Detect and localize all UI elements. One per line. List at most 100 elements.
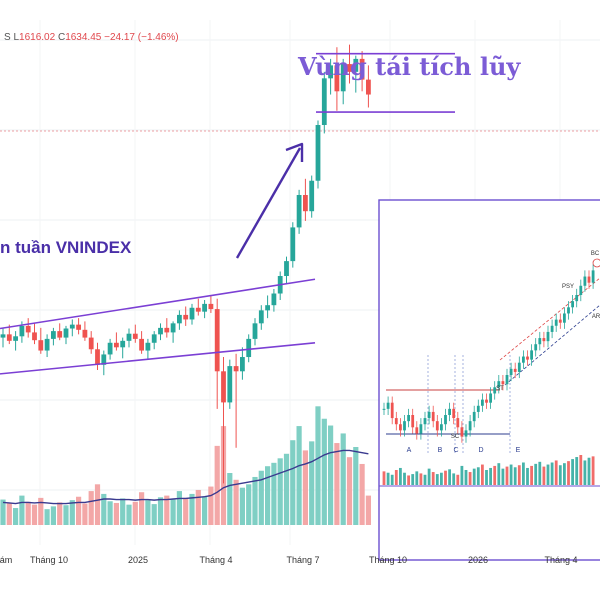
candle-body [139,338,144,351]
inset-volume-bar [444,470,447,485]
inset-candle-body [579,285,583,295]
candle-body [183,314,189,320]
inset-candle-body [554,319,558,326]
volume-bar [202,496,208,525]
candle-body [32,332,37,341]
candle-body [221,371,226,403]
volume-bar [183,497,189,525]
volume-bar [82,503,88,525]
candle-body [353,58,359,72]
phase-label-d: D [478,447,483,454]
ohlc-prefix: S [4,32,11,43]
inset-volume-bar [534,463,538,485]
inset-volume-bar [513,467,517,485]
inset-candle-body [567,307,570,314]
candle-body [25,325,31,333]
x-axis: ám Tháng 10 2025 Tháng 4 Tháng 7 Tháng 10 2026… [0,555,578,565]
reaccumulation-box [316,52,455,113]
volume-bar [346,457,353,525]
volume-bar [365,495,371,525]
volume-bar [31,504,38,525]
volume-bar [252,476,258,525]
candle-body [284,261,289,277]
volume-bar [309,441,315,525]
chart-subtitle: n tuần VNINDEX [0,238,132,257]
candle-body [177,314,182,324]
volume-bar [57,502,63,525]
accumulation-channel [0,278,316,375]
inset-candle-body [456,418,460,428]
event-label-sc: SC [451,434,460,440]
inset-volume-bar [587,457,591,485]
inset-volume-bar [579,455,583,485]
candle-body [132,333,138,339]
volume-bar [132,501,138,525]
inset-candle-body [452,408,456,419]
volume-bar [290,440,296,525]
inset-candle-body [431,411,435,422]
inset-volume-bar [505,466,509,485]
volume-bar [151,504,157,525]
inset-candle-body [386,402,390,409]
change-pct: (−1.46%) [137,32,179,43]
arrow-head [285,142,304,162]
inset-candle-body [501,381,505,385]
candle-body [271,293,277,306]
candle-body [340,64,346,92]
low-label: L [13,32,20,43]
volume-bar [69,500,75,525]
ohlc-readout: S L1616.02 C1634.45 −24.17 (−1.46%) [4,32,179,43]
inset-volume-bar [591,456,595,485]
inset-volume-bar [382,471,386,485]
candle-body [145,342,151,351]
inset-candle-body [440,424,443,431]
candle-body [290,227,296,262]
inset-candle-body [407,415,410,422]
candlesticks [0,44,371,484]
close-value: 1634.45 [65,32,102,43]
inset-candle-body [427,411,431,419]
inset-candle-body [538,338,542,345]
inset-volume-bar [546,464,550,485]
volume-bar [44,509,50,525]
candle-body [189,307,195,320]
volume-bar [63,505,69,525]
inset-candle-body [526,356,529,360]
volume-bars [0,406,371,525]
volume-bar [6,503,12,525]
inset-volume-bar [460,465,464,485]
inset-volume-bar [522,462,525,485]
inset-candle-body [460,427,464,437]
inset-candle-body [493,387,497,394]
inset-candle-body [591,270,595,283]
inset-volume-bar [423,474,427,485]
candle-body [334,65,340,92]
candle-body [233,366,239,372]
inset-volume-bar [563,463,566,485]
x-tick-label: 2025 [128,555,148,565]
volume-bar [321,418,327,525]
inset-volume-bar [571,459,574,485]
inset-volume-bar [567,461,570,485]
inset-volume-bar [468,472,472,485]
candle-body [164,327,170,333]
inset-candle-body [468,421,472,431]
volume-bar [170,499,176,525]
candle-body [151,334,157,343]
volume-bar [277,458,283,525]
inset-candle-body [448,408,451,415]
x-tick-label: Tháng 7 [286,555,319,565]
volume-bar [164,495,170,525]
candle-body [202,303,207,312]
inset-volume-bar [427,468,431,485]
candle-body [0,334,6,338]
candle-body [315,125,321,181]
bc-marker [592,258,600,268]
inset-volume-bar [481,464,484,485]
inset-candle-body [571,301,574,308]
inset-volume-bar [472,468,476,485]
volume-bar [101,493,107,525]
volume-bar [233,479,239,525]
